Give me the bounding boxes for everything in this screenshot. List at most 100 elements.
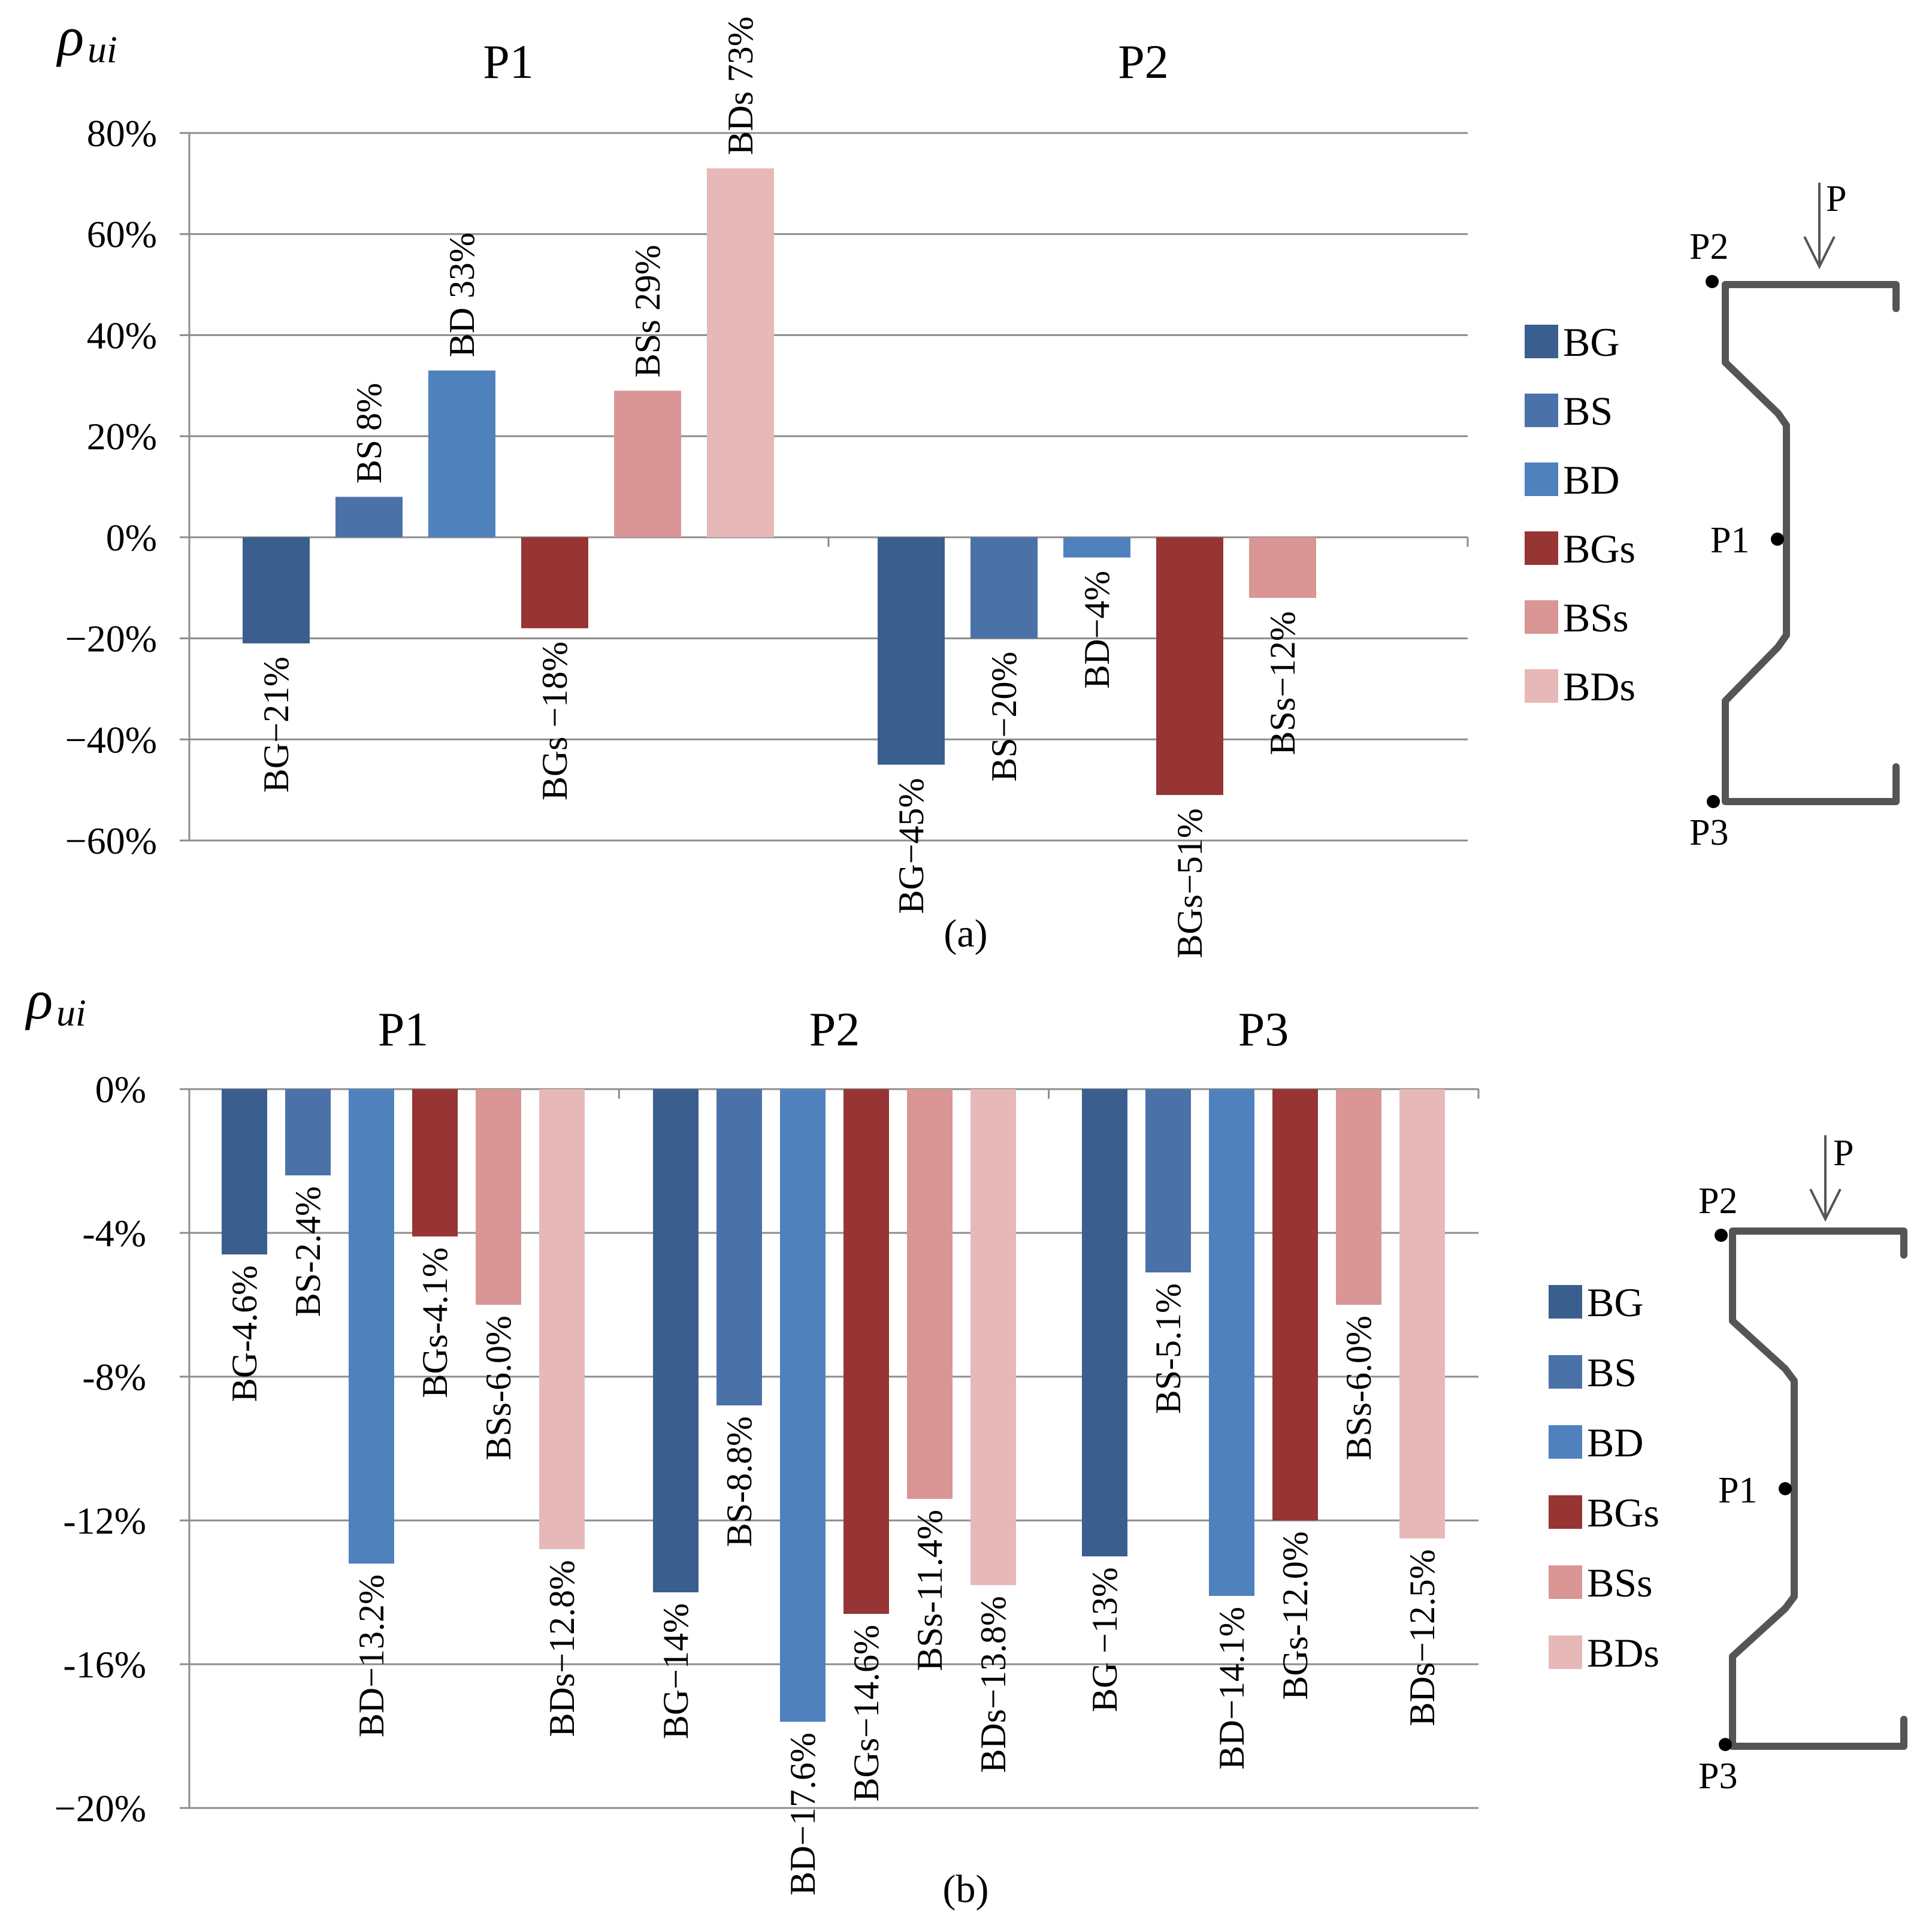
data-label: BG-4.6% [225,1265,264,1402]
data-label: BSs-11.4% [910,1510,950,1671]
y-tick-label: 20% [87,415,157,458]
data-label: BS-8.8% [719,1416,759,1547]
data-label: BSs-6.0% [479,1316,518,1461]
panel-a-data-labels: BG−21% BS 8% BD 33% BGs −18% BSs 29% BDs 73% B… [256,16,1302,958]
data-label: BS−20% [984,652,1024,782]
panel-a-point-p1-label: P1 [1710,520,1749,561]
legend-label-bss: BSs [1587,1560,1653,1606]
data-label: BGs −18% [535,642,575,801]
panel-a-section-outline [1722,281,1900,805]
bar-bs-p3 [1145,1089,1191,1272]
y-tick-label: −20% [65,618,157,660]
data-label: BGs-4.1% [415,1247,455,1398]
panel-a-axis-symbol: ρ [56,6,84,67]
panel-a: ρ ui 80% 60% 40% 20% 0% −20% −40% −60% BG−21% BS… [56,6,1635,959]
bar-bg-p1 [243,537,310,644]
data-label: BDs−13.8% [973,1596,1013,1773]
panel-a-category-titles: P1 P2 [483,36,1169,89]
legend-label-bd: BD [1587,1420,1643,1465]
panel-b-axis-subscript: ui [56,991,86,1034]
category-title-p2: P2 [1118,36,1169,89]
data-label: BDs−12.8% [542,1560,582,1737]
legend-swatch-bg [1525,325,1558,358]
legend-swatch-bss [1525,600,1558,634]
legend-swatch-bds [1525,669,1558,703]
bar-bss-p2 [1249,537,1316,598]
legend-swatch-bds [1549,1635,1582,1669]
bar-bss-p3 [1336,1089,1381,1305]
category-title-p3: P3 [1238,1003,1289,1056]
legend-label-bgs: BGs [1587,1490,1659,1535]
y-tick-label: -4% [82,1212,146,1254]
panel-b-legend: BG BS BD BGs BSs BDs [1549,1280,1659,1676]
panel-b-point-p2 [1715,1229,1728,1242]
legend-swatch-bgs [1525,531,1558,565]
legend-label-bg: BG [1587,1280,1643,1325]
bar-bgs-p1 [412,1089,458,1236]
data-label: BSs-6.0% [1339,1316,1378,1461]
panel-a-point-p2-label: P2 [1689,226,1728,267]
panel-a-point-p3 [1707,795,1720,808]
bar-bs-p1 [335,497,403,537]
data-label: BD−4% [1077,571,1117,689]
data-label: BG −13% [1085,1567,1124,1712]
panel-b-section-outline [1729,1227,1907,1750]
bar-bds-p2 [970,1089,1016,1585]
panel-b-y-ticks: 0% -4% -8% -12% -16% −20% [55,1068,146,1830]
category-title-p1: P1 [378,1003,429,1056]
panel-a-bars [243,168,1316,796]
panel-a-point-p3-label: P3 [1689,812,1728,853]
data-label: BGs-12.0% [1275,1531,1315,1700]
panel-b-grid [180,1088,1480,1809]
legend-swatch-bs [1525,394,1558,427]
panel-a-point-p1 [1771,533,1784,546]
legend-label-bds: BDs [1587,1630,1659,1676]
legend-label-bs: BS [1587,1350,1637,1395]
data-label: BDs−12.5% [1402,1549,1442,1727]
legend-label-bgs: BGs [1563,526,1635,572]
panel-a-load-label: P [1826,179,1846,219]
bar-bgs-p1 [521,537,588,628]
bar-bg-p2 [878,537,945,765]
panel-b-data-labels: BG-4.6% BS-2.4% BD−13.2% BGs-4.1% BSs-6.0% BD… [225,1186,1442,1895]
legend-label-bs: BS [1563,388,1613,434]
panel-b-point-p1 [1779,1482,1792,1495]
bar-bs-p1 [285,1089,331,1175]
panel-a-axis-subscript: ui [87,28,117,71]
data-label: BD−14.1% [1212,1607,1251,1770]
panel-a-load-arrowhead [1803,236,1836,270]
bar-bgs-p3 [1272,1089,1318,1520]
legend-swatch-bgs [1549,1495,1582,1529]
bar-bds-p1 [707,168,774,537]
bar-bds-p3 [1399,1089,1445,1538]
y-tick-label: -16% [63,1643,146,1686]
panel-b-point-p1-label: P1 [1718,1470,1757,1511]
data-label: BGs−14.6% [846,1625,886,1802]
legend-swatch-bd [1525,462,1558,496]
legend-swatch-bg [1549,1285,1582,1319]
y-tick-label: −60% [65,820,157,862]
bar-bss-p2 [907,1089,953,1499]
y-tick-label: -12% [63,1499,146,1542]
legend-swatch-bd [1549,1425,1582,1459]
data-label: BS-2.4% [288,1186,328,1317]
panel-b-bars [222,1089,1445,1722]
data-label: BG−45% [891,778,931,914]
bar-bss-p1 [476,1089,521,1305]
panel-b-category-titles: P1 P2 P3 [378,1003,1289,1056]
data-label: BD 33% [442,232,482,357]
y-tick-label: 0% [106,516,157,559]
legend-swatch-bss [1549,1565,1582,1599]
y-tick-label: 40% [87,314,157,356]
panel-a-y-ticks: 80% 60% 40% 20% 0% −20% −40% −60% [65,112,157,862]
panel-a-caption: (a) [944,912,987,956]
panel-b: ρ ui 0% -4% -8% -12% -16% −20% BG-4.6% BS-2.4%… [25,969,1659,1911]
category-title-p2: P2 [809,1003,860,1056]
data-label: BS 8% [349,383,389,483]
bar-bds-p1 [539,1089,585,1549]
bar-bg-p3 [1082,1089,1127,1556]
bar-bss-p1 [614,391,681,537]
panel-b-load-label: P [1833,1133,1854,1174]
legend-label-bd: BD [1563,457,1619,503]
